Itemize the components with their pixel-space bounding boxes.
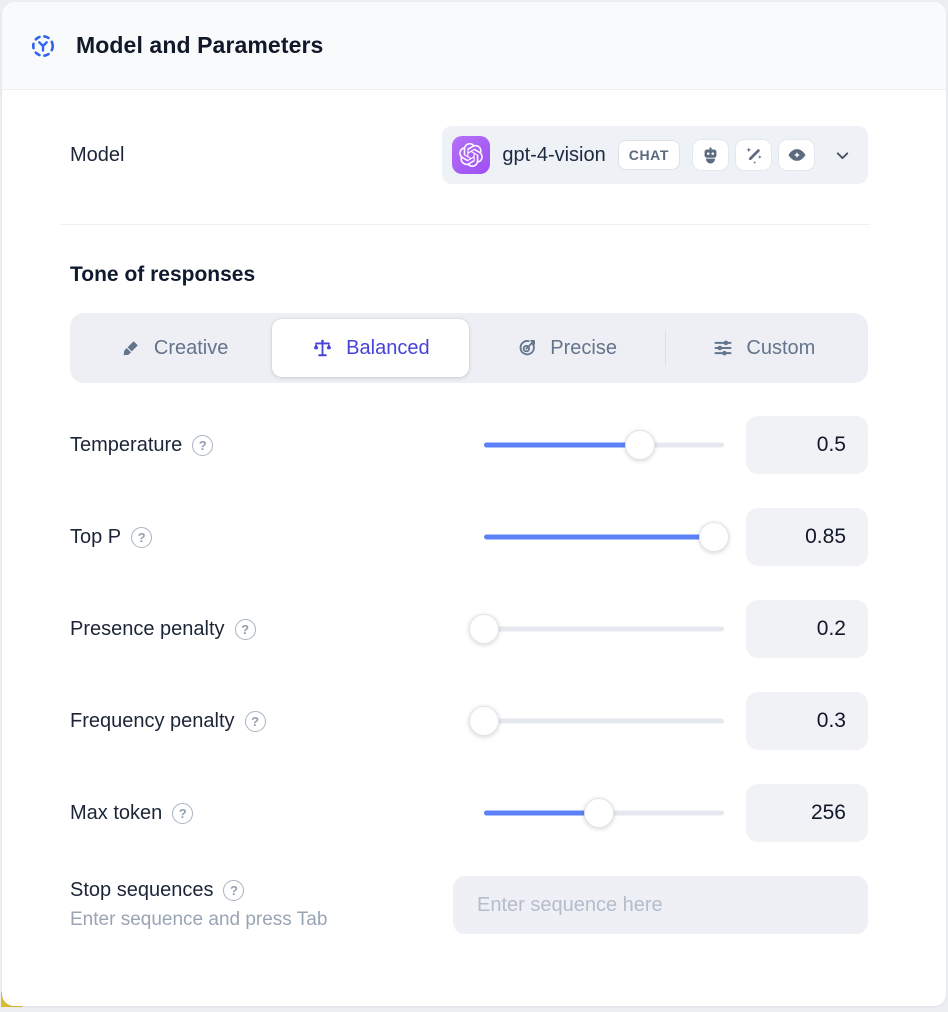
- capability-badges: [692, 139, 815, 171]
- parameter-label: Frequency penalty: [70, 709, 235, 732]
- presence-penalty-value: 0.2: [746, 600, 868, 658]
- tone-section-title: Tone of responses: [70, 263, 256, 286]
- tone-option-custom[interactable]: Custom: [666, 319, 862, 377]
- parameter-label: Presence penalty: [70, 617, 225, 640]
- panel-title: Model and Parameters: [76, 32, 324, 58]
- parameter-row-max-token: Max token ? 256: [70, 784, 868, 842]
- tone-option-precise[interactable]: Precise: [469, 319, 665, 377]
- temperature-slider[interactable]: [484, 430, 724, 460]
- target-icon: [516, 337, 538, 359]
- section-divider: [60, 224, 870, 225]
- panel-header: Model and Parameters: [2, 2, 946, 90]
- parameter-row-frequency-penalty: Frequency penalty ? 0.3: [70, 692, 868, 750]
- top-p-value: 0.85: [746, 508, 868, 566]
- parameter-row-temperature: Temperature ? 0.5: [70, 416, 868, 474]
- help-icon[interactable]: ?: [223, 880, 245, 901]
- stop-sequences-label-block: Stop sequences ? Enter sequence and pres…: [70, 879, 327, 931]
- model-row: Model gpt-4-vision CHAT: [2, 126, 946, 184]
- max-token-value: 256: [746, 784, 868, 842]
- slider-thumb[interactable]: [469, 706, 499, 736]
- model-label: Model: [70, 143, 125, 166]
- tone-option-label: Custom: [746, 336, 816, 359]
- slider-thumb[interactable]: [584, 798, 615, 828]
- slider-thumb[interactable]: [625, 430, 655, 460]
- parameter-label: Max token: [70, 801, 163, 824]
- max-token-slider[interactable]: [484, 798, 724, 828]
- model-select-dropdown[interactable]: gpt-4-vision CHAT: [442, 126, 868, 184]
- magic-wand-icon: [735, 139, 772, 171]
- selected-model-name: gpt-4-vision: [502, 143, 606, 166]
- frequency-penalty-slider[interactable]: [469, 706, 724, 736]
- help-icon[interactable]: ?: [234, 618, 256, 640]
- slider-thumb[interactable]: [699, 522, 730, 552]
- stop-sequence-input[interactable]: [453, 876, 868, 934]
- vision-eye-icon: [778, 139, 815, 171]
- parameter-label: Top P: [70, 525, 122, 548]
- chat-type-badge: CHAT: [617, 140, 680, 170]
- stop-sequences-hint: Enter sequence and press Tab: [70, 909, 328, 930]
- frequency-penalty-value: 0.3: [746, 692, 868, 750]
- help-icon[interactable]: ?: [131, 526, 153, 548]
- top-p-slider[interactable]: [484, 522, 730, 552]
- parameter-label: Temperature: [70, 433, 183, 456]
- stop-sequences-row: Stop sequences ? Enter sequence and pres…: [70, 876, 868, 934]
- tone-option-label: Balanced: [346, 336, 430, 359]
- tone-segmented-control: Creative Balanced: [70, 313, 868, 383]
- tone-option-label: Creative: [153, 336, 229, 359]
- openai-logo: [452, 136, 491, 174]
- stop-sequences-label: Stop sequences: [70, 879, 214, 901]
- parameter-row-top-p: Top P ? 0.85: [70, 508, 868, 566]
- help-icon[interactable]: ?: [244, 710, 266, 732]
- scales-icon: [311, 337, 334, 360]
- parameter-row-presence-penalty: Presence penalty ? 0.2: [70, 600, 868, 658]
- tone-option-creative[interactable]: Creative: [76, 319, 272, 377]
- segment-divider: [664, 331, 666, 365]
- presence-penalty-slider[interactable]: [469, 614, 724, 644]
- help-icon[interactable]: ?: [172, 802, 194, 824]
- chevron-down-icon: [833, 146, 852, 165]
- sliders-icon: [712, 337, 734, 359]
- tone-option-balanced[interactable]: Balanced: [272, 319, 469, 377]
- help-icon[interactable]: ?: [192, 434, 214, 456]
- temperature-value: 0.5: [746, 416, 868, 474]
- slider-thumb[interactable]: [469, 614, 499, 644]
- paintbrush-icon: [120, 337, 142, 359]
- parameters-section: Temperature ? 0.5 Top P ? 0.85 Presence …: [2, 416, 946, 934]
- bot-icon: [692, 139, 729, 171]
- tone-option-label: Precise: [550, 336, 617, 359]
- model-node-icon: [30, 33, 56, 59]
